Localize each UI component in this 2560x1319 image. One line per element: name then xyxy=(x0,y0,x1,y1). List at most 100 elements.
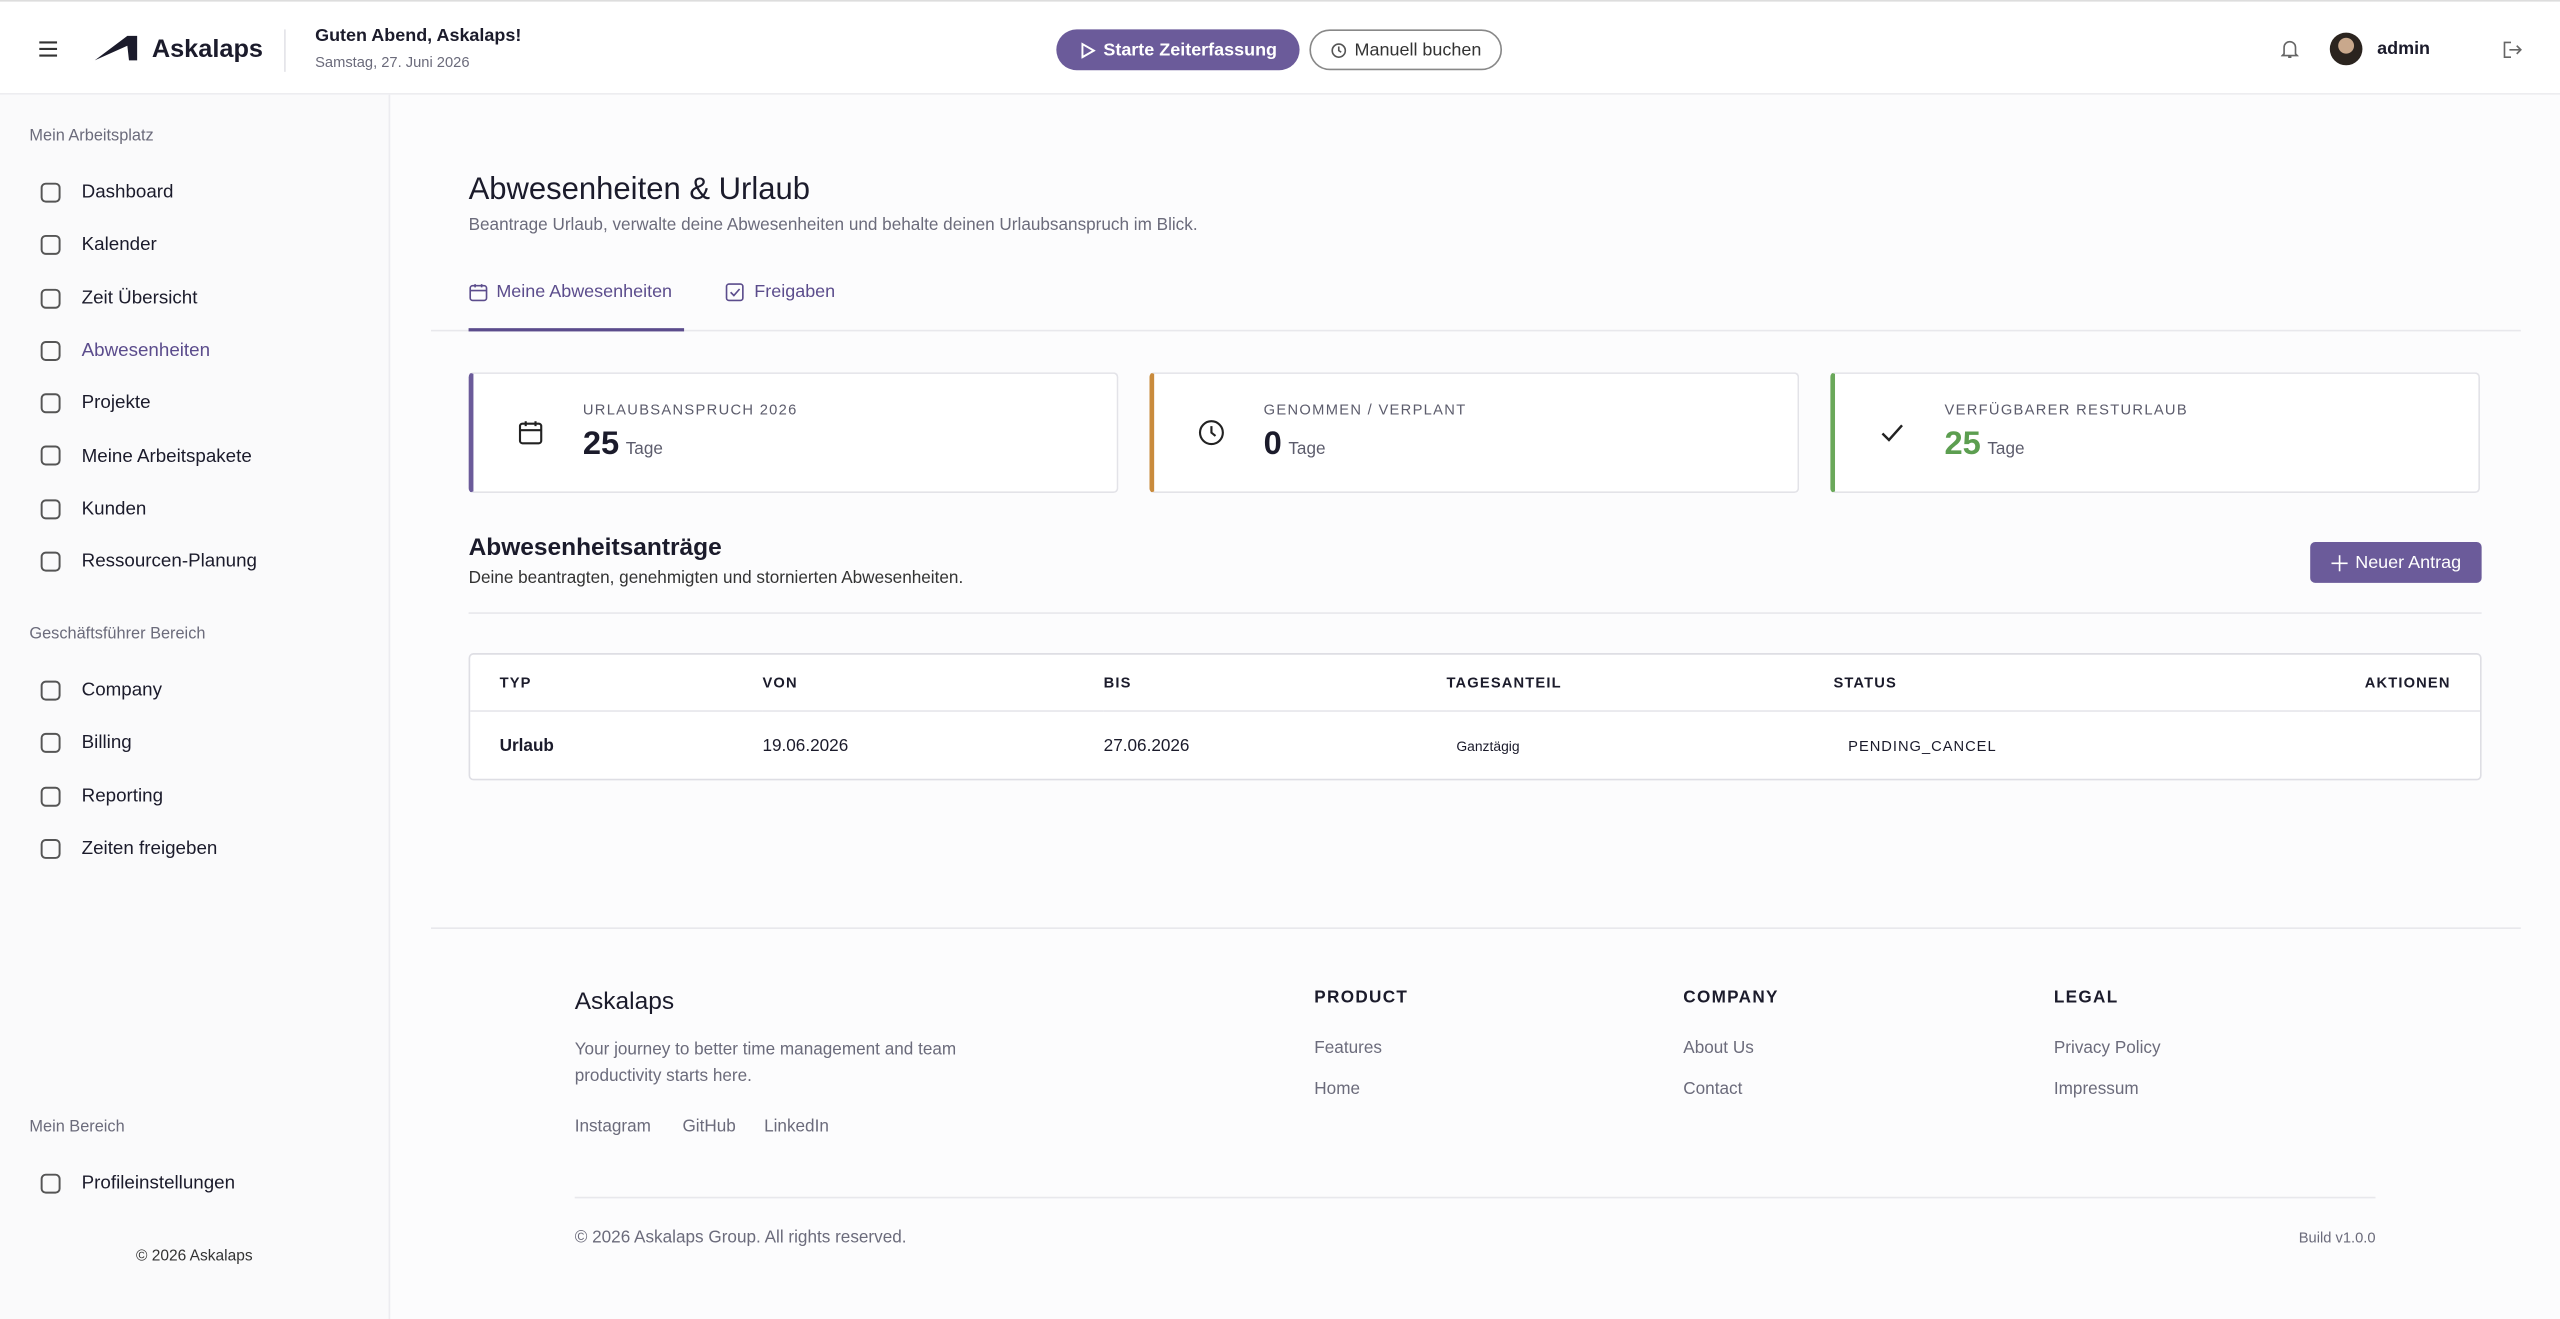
stat-unit: Tage xyxy=(1288,439,1326,459)
sidebar-copyright: © 2026 Askalaps xyxy=(135,1247,253,1266)
column-header: TAGESANTEIL xyxy=(1446,655,1834,712)
nav-item[interactable]: Zeit Übersicht xyxy=(0,272,389,325)
stat-card: VERFÜGBARER RESTURLAUB 25 Tage xyxy=(1830,372,2480,494)
column-header: VON xyxy=(762,655,1104,712)
cell: Urlaub xyxy=(470,712,762,779)
nav-label: Projekte xyxy=(81,394,151,414)
tab[interactable]: Freigaben xyxy=(725,282,835,302)
requests-table: TYP VON BIS TAGESANTEIL STATUS AKTIONEN Urlaub… xyxy=(468,653,2482,781)
nav-label: Profileinstellungen xyxy=(81,1174,236,1194)
footer-tagline: Your journey to better time management a… xyxy=(574,1039,957,1086)
footer-link[interactable]: Contact xyxy=(1683,1079,1743,1099)
nav-item[interactable]: Kunden xyxy=(0,483,389,536)
cell: 19.06.2026 xyxy=(762,712,1103,779)
nav-item[interactable]: Company xyxy=(0,664,389,717)
table-row: Urlaub 19.06.2026 27.06.2026 Ganztägig PENDI… xyxy=(470,712,2480,779)
nav-label: Dashboard xyxy=(81,183,174,203)
user-name[interactable]: admin xyxy=(2377,39,2431,59)
stat-value: 25 xyxy=(582,426,620,463)
top-bar: Askalaps Guten Abend, Askalaps! Samstag,… xyxy=(0,0,2560,95)
tab[interactable]: Meine Abwesenheiten xyxy=(469,282,672,302)
nav-item[interactable]: Meine Arbeitspakete xyxy=(0,430,389,483)
nav-item[interactable]: Ressourcen-Planung xyxy=(0,536,389,589)
nav-label: Meine Arbeitspakete xyxy=(81,446,252,467)
stat-unit: Tage xyxy=(1987,439,2025,459)
section-title: Abwesenheitsanträge xyxy=(468,533,722,562)
stat-value: 25 xyxy=(1944,426,1981,463)
nav-label: Zeit Übersicht xyxy=(81,288,198,309)
section-title: Mein Bereich xyxy=(29,1118,125,1137)
social-link[interactable]: Instagram xyxy=(574,1116,651,1137)
nav-label: Billing xyxy=(81,733,132,754)
cell: 27.06.2026 xyxy=(1104,712,1447,779)
footer-link[interactable]: Features xyxy=(1314,1038,1382,1058)
cell-text: Urlaub xyxy=(499,735,554,756)
nav-item[interactable]: Kalender xyxy=(0,219,389,272)
manual-booking-button[interactable]: Manuell buchen xyxy=(1309,29,1503,71)
date: Samstag, 27. Juni 2026 xyxy=(315,53,470,71)
footer-copyright: © 2026 Askalaps Group. All rights reserv… xyxy=(574,1227,907,1248)
nav-label: Zeiten freigeben xyxy=(81,839,218,859)
nav-item[interactable]: Dashboard xyxy=(0,167,389,220)
social-link[interactable]: LinkedIn xyxy=(764,1116,829,1137)
tab-label: Freigaben xyxy=(754,282,836,303)
nav-label: Abwesenheiten xyxy=(81,341,211,361)
nav-section: Mein Arbeitsplatz Dashboard Kalender Zeit Ü… xyxy=(0,124,389,588)
nav-item[interactable]: Profileinstellungen xyxy=(0,1158,389,1211)
nav-item[interactable]: Projekte xyxy=(0,377,389,430)
section-title: Mein Arbeitsplatz xyxy=(29,127,154,146)
footer-link[interactable]: Privacy Policy xyxy=(2053,1038,2161,1058)
cell: PENDING_CANCEL xyxy=(1833,712,2323,779)
stat-unit: Tage xyxy=(625,439,663,459)
greeting: Guten Abend, Askalaps! xyxy=(315,26,522,46)
footer-link[interactable]: Home xyxy=(1314,1079,1361,1099)
stat-label: URLAUBSANSPRUCH 2026 xyxy=(582,401,798,418)
brand[interactable]: Askalaps xyxy=(151,35,263,64)
nav-section: Geschäftsführer Bereich Company Billing Rep… xyxy=(0,622,389,875)
nav-label: Ressourcen-Planung xyxy=(81,552,257,572)
nav-item[interactable]: Billing xyxy=(0,717,389,770)
nav-label: Reporting xyxy=(81,786,164,807)
button-label: Starte Zeiterfassung xyxy=(1103,39,1278,60)
stat-value: 0 xyxy=(1263,426,1282,463)
section-subtitle: Deine beantragten, genehmigten und storn… xyxy=(468,568,964,588)
column-header: BIS xyxy=(1103,655,1447,712)
cell-text: PENDING_CANCEL xyxy=(1848,737,1997,754)
cell-text: Ganztägig xyxy=(1456,737,1520,754)
stat-card: URLAUBSANSPRUCH 2026 25 Tage xyxy=(468,372,1119,494)
footer-link[interactable]: Impressum xyxy=(2053,1079,2139,1099)
column-header: AKTIONEN xyxy=(2323,655,2480,712)
avatar[interactable] xyxy=(2329,32,2363,66)
tab-label: Meine Abwesenheiten xyxy=(496,282,673,303)
new-request-button[interactable]: Neuer Antrag xyxy=(2310,542,2482,583)
build-version: Build v1.0.0 xyxy=(2298,1229,2376,1246)
column-header: TYP xyxy=(470,655,763,712)
nav-item[interactable]: Zeiten freigeben xyxy=(0,823,389,876)
stat-card: GENOMMEN / VERPLANT 0 Tage xyxy=(1149,372,1800,494)
row-actions xyxy=(2323,712,2480,779)
cell-text: 27.06.2026 xyxy=(1103,735,1190,756)
nav-label: Kalender xyxy=(81,235,157,256)
footer-column-title: LEGAL xyxy=(2053,987,2119,1008)
nav-item[interactable]: Reporting xyxy=(0,770,389,823)
cell-text: 19.06.2026 xyxy=(762,735,849,756)
section-title: Geschäftsführer Bereich xyxy=(29,625,206,644)
sidebar: © 2026 Askalaps Mein Arbeitsplatz Dashboa… xyxy=(0,94,391,1319)
nav-item[interactable]: Abwesenheiten xyxy=(0,323,389,380)
page-title: Abwesenheiten & Urlaub xyxy=(468,173,811,208)
start-timer-button[interactable]: Starte Zeiterfassung xyxy=(1056,29,1300,71)
social-link[interactable]: GitHub xyxy=(682,1116,736,1137)
button-label: Neuer Antrag xyxy=(2355,552,2462,573)
nav-label: Kunden xyxy=(81,499,147,520)
logout[interactable] xyxy=(2503,41,2523,59)
notifications[interactable] xyxy=(2280,39,2299,59)
page-subtitle: Beantrage Urlaub, verwalte deine Abwesen… xyxy=(468,215,1198,236)
logo-mark xyxy=(94,35,138,61)
footer-brand: Askalaps xyxy=(574,987,675,1016)
footer-column-title: PRODUCT xyxy=(1314,987,1409,1008)
footer-link[interactable]: About Us xyxy=(1683,1038,1754,1058)
cell: Ganztägig xyxy=(1447,712,1834,779)
menu-icon[interactable] xyxy=(39,41,58,57)
nav-label: Company xyxy=(81,681,162,701)
